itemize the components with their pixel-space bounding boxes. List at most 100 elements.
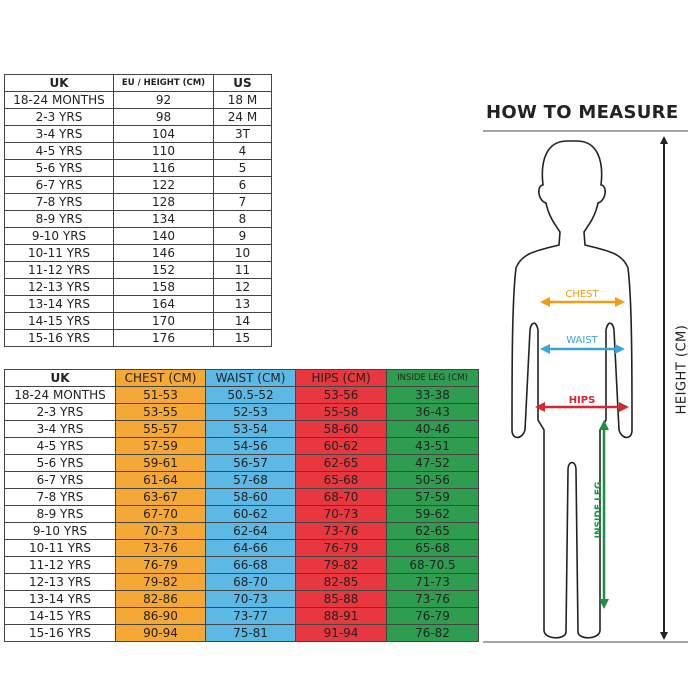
header-waist: WAIST (CM) [205, 369, 296, 387]
cell-uk: 3-4 YRS [4, 125, 114, 143]
cell-us: 14 [213, 312, 272, 330]
cell-hips: 82-85 [295, 573, 387, 591]
cell-hips: 76-79 [295, 539, 387, 557]
cell-eu-height: 164 [113, 295, 214, 313]
cell-uk: 8-9 YRS [4, 210, 114, 228]
cell-hips: 91-94 [295, 624, 387, 642]
cell-hips: 65-68 [295, 471, 387, 489]
cell-inside-leg: 47-52 [386, 454, 479, 472]
table-row: 13-14 YRS 164 13 [4, 295, 272, 313]
table-row: 11-12 YRS 152 11 [4, 261, 272, 279]
cell-hips: 60-62 [295, 437, 387, 455]
cell-uk: 6-7 YRS [4, 176, 114, 194]
cell-us: 6 [213, 176, 272, 194]
cell-uk: 11-12 YRS [4, 261, 114, 279]
table-header-row: UK CHEST (CM) WAIST (CM) HIPS (CM) INSID… [4, 369, 479, 387]
cell-uk: 2-3 YRS [4, 403, 116, 421]
header-us: US [213, 74, 272, 92]
inside-leg-label: INSIDE LEG [594, 482, 604, 539]
chest-label: CHEST [565, 289, 599, 300]
cell-waist: 70-73 [205, 590, 296, 608]
table-row: 18-24 MONTHS 51-53 50.5-52 53-56 33-38 [4, 386, 479, 404]
cell-uk: 18-24 MONTHS [4, 386, 116, 404]
cell-uk: 18-24 MONTHS [4, 91, 114, 109]
cell-hips: 55-58 [295, 403, 387, 421]
waist-label: WAIST [566, 335, 598, 346]
cell-uk: 7-8 YRS [4, 193, 114, 211]
cell-us: 8 [213, 210, 272, 228]
cell-hips: 85-88 [295, 590, 387, 608]
cell-us: 10 [213, 244, 272, 262]
cell-inside-leg: 65-68 [386, 539, 479, 557]
cell-us: 5 [213, 159, 272, 177]
table-row: 2-3 YRS 53-55 52-53 55-58 36-43 [4, 403, 479, 421]
cell-waist: 56-57 [205, 454, 296, 472]
cell-hips: 88-91 [295, 607, 387, 625]
height-label: HEIGHT (CM) [674, 324, 690, 415]
cell-eu-height: 122 [113, 176, 214, 194]
cell-waist: 50.5-52 [205, 386, 296, 404]
cell-inside-leg: 71-73 [386, 573, 479, 591]
cell-inside-leg: 62-65 [386, 522, 479, 540]
cell-inside-leg: 73-76 [386, 590, 479, 608]
hips-label: HIPS [569, 395, 596, 406]
cell-chest: 53-55 [115, 403, 206, 421]
cell-chest: 61-64 [115, 471, 206, 489]
cell-hips: 58-60 [295, 420, 387, 438]
header-eu-height: EU / HEIGHT (CM) [113, 74, 214, 92]
cell-uk: 14-15 YRS [4, 607, 116, 625]
table-row: 12-13 YRS 79-82 68-70 82-85 71-73 [4, 573, 479, 591]
cell-uk: 12-13 YRS [4, 573, 116, 591]
table-row: 3-4 YRS 104 3T [4, 125, 272, 143]
cell-us: 4 [213, 142, 272, 160]
cell-uk: 7-8 YRS [4, 488, 116, 506]
cell-eu-height: 140 [113, 227, 214, 245]
cell-waist: 75-81 [205, 624, 296, 642]
cell-us: 7 [213, 193, 272, 211]
cell-inside-leg: 33-38 [386, 386, 479, 404]
cell-uk: 10-11 YRS [4, 539, 116, 557]
cell-chest: 57-59 [115, 437, 206, 455]
table-header-row: UK EU / HEIGHT (CM) US [4, 74, 272, 92]
cell-chest: 55-57 [115, 420, 206, 438]
table-row: 6-7 YRS 122 6 [4, 176, 272, 194]
cell-uk: 13-14 YRS [4, 295, 114, 313]
table-row: 14-15 YRS 86-90 73-77 88-91 76-79 [4, 607, 479, 625]
cell-eu-height: 128 [113, 193, 214, 211]
cell-chest: 86-90 [115, 607, 206, 625]
cell-waist: 53-54 [205, 420, 296, 438]
cell-eu-height: 176 [113, 329, 214, 347]
table-row: 9-10 YRS 140 9 [4, 227, 272, 245]
cell-hips: 68-70 [295, 488, 387, 506]
cell-uk: 14-15 YRS [4, 312, 114, 330]
cell-uk: 5-6 YRS [4, 454, 116, 472]
cell-eu-height: 170 [113, 312, 214, 330]
cell-waist: 62-64 [205, 522, 296, 540]
table-row: 8-9 YRS 134 8 [4, 210, 272, 228]
table-row: 2-3 YRS 98 24 M [4, 108, 272, 126]
cell-uk: 11-12 YRS [4, 556, 116, 574]
table-row: 3-4 YRS 55-57 53-54 58-60 40-46 [4, 420, 479, 438]
cell-eu-height: 134 [113, 210, 214, 228]
cell-eu-height: 104 [113, 125, 214, 143]
table-row: 4-5 YRS 57-59 54-56 60-62 43-51 [4, 437, 479, 455]
cell-uk: 9-10 YRS [4, 227, 114, 245]
cell-inside-leg: 76-79 [386, 607, 479, 625]
child-measurement-figure: CHEST WAIST HIPS INSIDE LEG [483, 130, 688, 643]
header-inside-leg: INSIDE LEG (CM) [386, 369, 479, 387]
cell-us: 24 M [213, 108, 272, 126]
table-row: 12-13 YRS 158 12 [4, 278, 272, 296]
table-row: 7-8 YRS 128 7 [4, 193, 272, 211]
cell-eu-height: 158 [113, 278, 214, 296]
cell-uk: 15-16 YRS [4, 329, 114, 347]
body-outline [511, 140, 633, 639]
cell-waist: 52-53 [205, 403, 296, 421]
cell-uk: 4-5 YRS [4, 437, 116, 455]
cell-uk: 8-9 YRS [4, 505, 116, 523]
cell-us: 13 [213, 295, 272, 313]
cell-waist: 54-56 [205, 437, 296, 455]
table-row: 13-14 YRS 82-86 70-73 85-88 73-76 [4, 590, 479, 608]
cell-us: 15 [213, 329, 272, 347]
cell-waist: 58-60 [205, 488, 296, 506]
table-row: 10-11 YRS 73-76 64-66 76-79 65-68 [4, 539, 479, 557]
